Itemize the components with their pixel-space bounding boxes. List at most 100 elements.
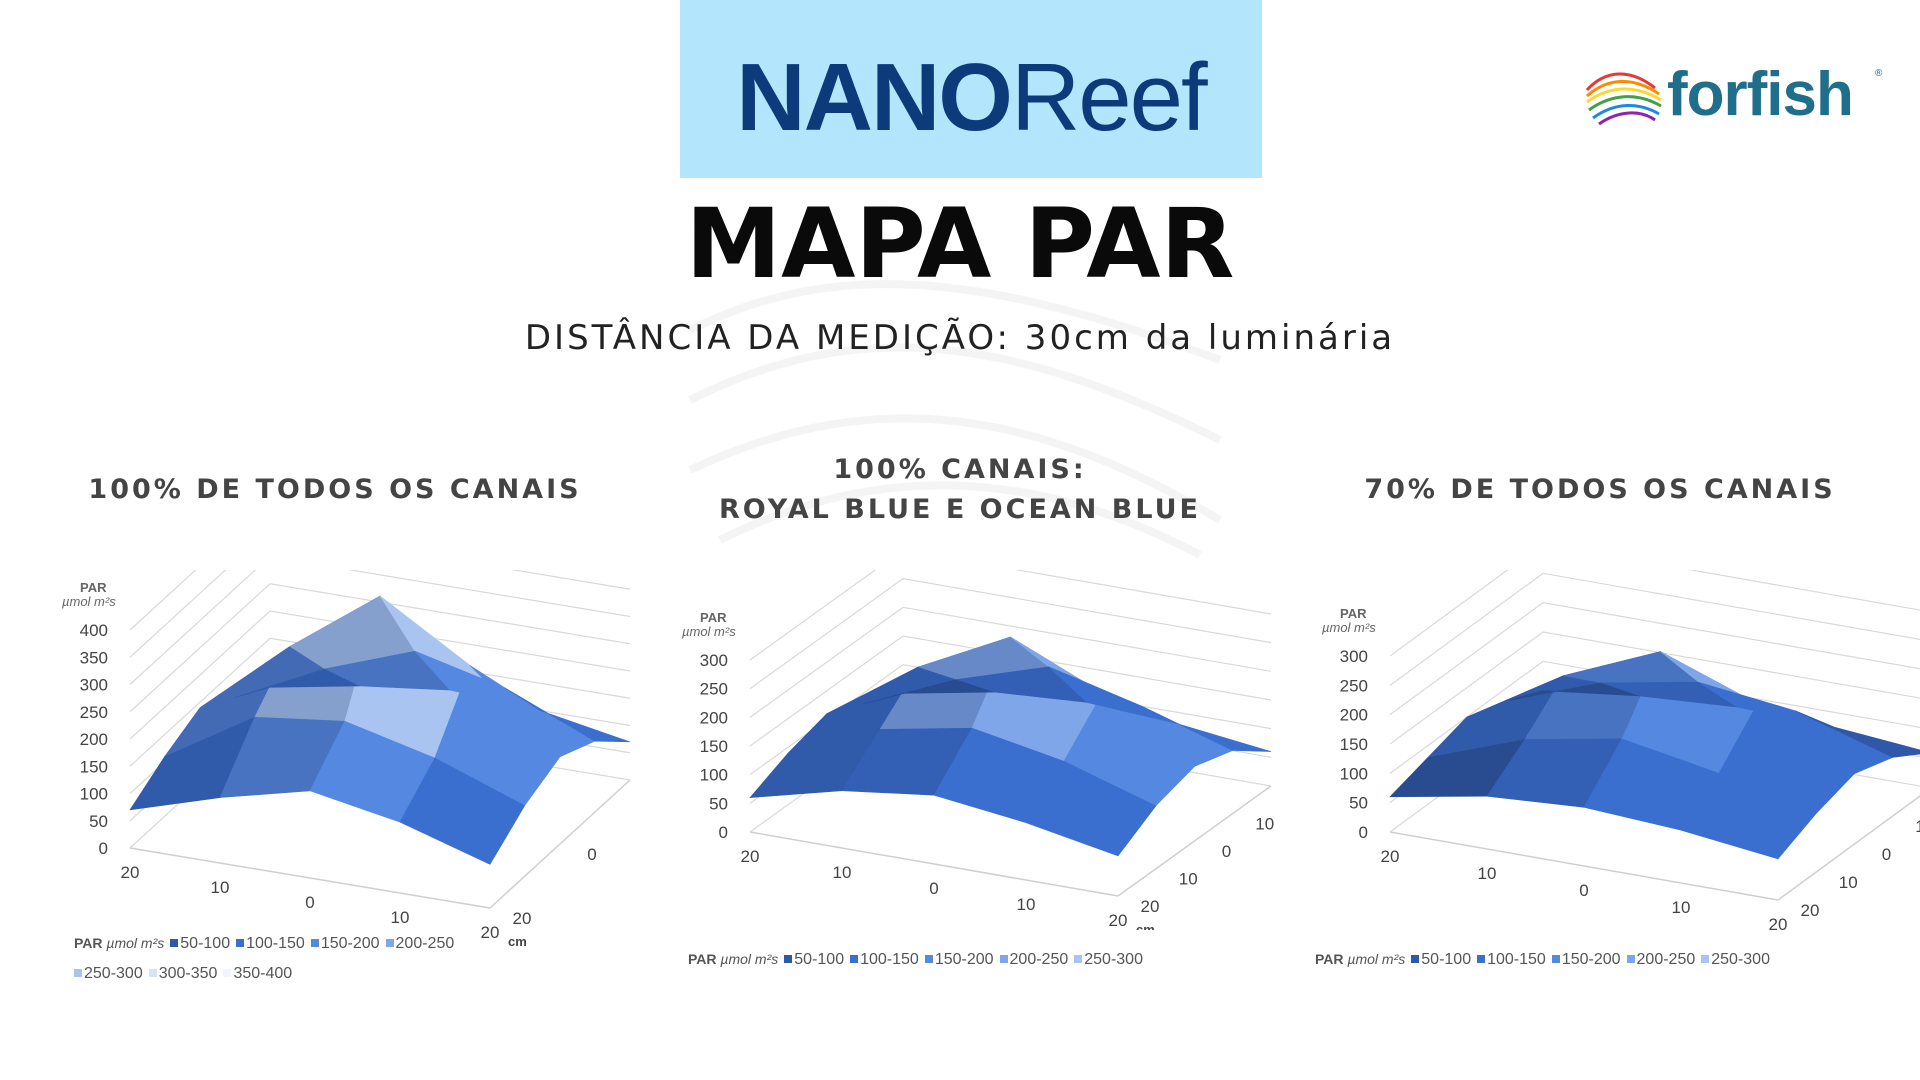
legend-title: PAR µmol m²s: [1315, 951, 1406, 967]
x-tick-label: 20: [1381, 847, 1400, 866]
y-tick-label: 10: [1915, 817, 1920, 836]
y-tick-label: 0: [587, 845, 596, 864]
x-tick-label: 20: [741, 847, 760, 866]
y-tick-label: 20: [513, 909, 532, 928]
legend-swatch: [1477, 955, 1486, 963]
legend-label: 300-350: [158, 965, 218, 982]
legend-item: 100-150: [1477, 945, 1546, 975]
z-tick-label: 50: [709, 794, 728, 813]
legend-item: 100-150: [850, 945, 919, 975]
page-subtitle: DISTÂNCIA DA MEDIÇÃO: 30cm da luminária: [524, 318, 1396, 358]
legend-item: 200-250: [1626, 945, 1696, 975]
chart-3-title: 70% DE TODOS OS CANAIS: [1364, 474, 1836, 505]
forfish-wave-icon: [1585, 72, 1662, 126]
legend-swatch: [784, 955, 793, 963]
z-tick-label: 100: [80, 785, 108, 804]
legend-label: 200-250: [1636, 951, 1696, 968]
gridline: [1389, 660, 1920, 774]
z-tick-label: 200: [1340, 706, 1368, 725]
legend-swatch: [310, 939, 319, 947]
legend-swatch: [170, 939, 179, 947]
surface: [129, 595, 631, 865]
x-unit-label: cm: [508, 934, 527, 949]
x-tick-label: 20: [1769, 915, 1788, 930]
legend-label: 50-100: [1421, 951, 1472, 968]
y-axis-line: [1117, 785, 1272, 897]
legend-label: 250-300: [84, 965, 143, 982]
z-tick-label: 0: [719, 823, 728, 842]
legend-swatch: [223, 969, 232, 977]
y-tick-label: 20: [1141, 897, 1160, 916]
gridline: [749, 570, 1272, 661]
legend-swatch: [385, 939, 394, 947]
x-axis-line: [129, 847, 491, 909]
z-tick-label: 100: [700, 766, 728, 785]
z-tick-label: 0: [99, 839, 108, 858]
z-axis-label: PAR: [1340, 606, 1367, 621]
surface: [749, 636, 1272, 857]
z-tick-label: 50: [1349, 794, 1368, 813]
x-axis-line: [1389, 831, 1779, 901]
legend-label: 200-250: [395, 935, 455, 952]
x-unit-label: cm: [1796, 926, 1815, 930]
chart-2-title: 100% CANAIS: ROYAL BLUE E OCEAN BLUE: [700, 450, 1220, 530]
gridline: [1389, 602, 1920, 716]
x-tick-label: 20: [1109, 911, 1128, 930]
z-tick-label: 0: [1359, 823, 1368, 842]
y-tick-label: 0: [1222, 842, 1231, 861]
y-tick-label: 10: [1839, 873, 1858, 892]
x-tick-label: 0: [929, 879, 938, 898]
y-axis-line: [1777, 795, 1920, 901]
z-tick-label: 150: [80, 757, 108, 776]
y-tick-label: 10: [1179, 870, 1198, 889]
gridline: [749, 606, 1272, 718]
z-tick-label: 250: [80, 703, 108, 722]
chart-2-title-line2: ROYAL BLUE E OCEAN BLUE: [719, 494, 1201, 525]
chart-2-title-line1: 100% CANAIS:: [833, 454, 1087, 485]
legend-item: 50-100: [1411, 945, 1471, 975]
legend-label: 50-100: [794, 951, 845, 968]
legend-item: 100-150: [236, 929, 305, 959]
logo-text: forfish: [1667, 60, 1854, 129]
legend-item: 150-200: [310, 929, 380, 959]
legend-label: 100-150: [860, 951, 919, 968]
x-tick-label: 10: [833, 863, 852, 882]
z-tick-label: 200: [80, 730, 108, 749]
gridline: [129, 610, 631, 740]
surface-patch: [1795, 710, 1920, 758]
surface-patch: [1140, 705, 1272, 752]
chart-2-legend: PAR µmol m²s 50-100 100-150 150-200 200-250 2…: [688, 944, 1248, 975]
x-axis-line: [749, 831, 1119, 897]
x-tick-label: 0: [1579, 881, 1588, 900]
x-tick-label: 0: [305, 893, 314, 912]
legend-label: 150-200: [1561, 951, 1621, 968]
z-tick-label: 50: [89, 812, 108, 831]
chart-3-legend: PAR µmol m²s 50-100 100-150 150-200 200-250 2…: [1315, 944, 1875, 975]
legend-item: 200-250: [385, 929, 455, 959]
gridline: [129, 637, 631, 767]
z-tick-label: 350: [80, 648, 108, 667]
z-tick-label: 250: [700, 680, 728, 699]
legend-label: 350-400: [233, 965, 293, 982]
z-tick-label: 300: [1340, 647, 1368, 666]
legend-label: 150-200: [934, 951, 994, 968]
y-tick-label: 20: [1801, 901, 1820, 920]
legend-label: 250-300: [1084, 951, 1143, 968]
x-tick-label: 10: [1017, 895, 1036, 914]
z-tick-label: 150: [1340, 735, 1368, 754]
legend-item: 350-400: [223, 959, 292, 989]
legend-title: PAR µmol m²s: [74, 935, 165, 951]
brand-bold: NANO: [736, 44, 1013, 151]
z-axis-unit: µmol m²s: [62, 594, 116, 609]
legend-title: PAR µmol m²s: [688, 951, 779, 967]
brand-light: Reef: [1010, 44, 1208, 151]
z-tick-label: 150: [700, 737, 728, 756]
gridline: [749, 578, 1272, 690]
legend-item: 50-100: [784, 945, 844, 975]
legend-label: 250-300: [1711, 951, 1770, 968]
legend-item: 150-200: [924, 945, 994, 975]
x-tick-label: 20: [121, 863, 140, 882]
